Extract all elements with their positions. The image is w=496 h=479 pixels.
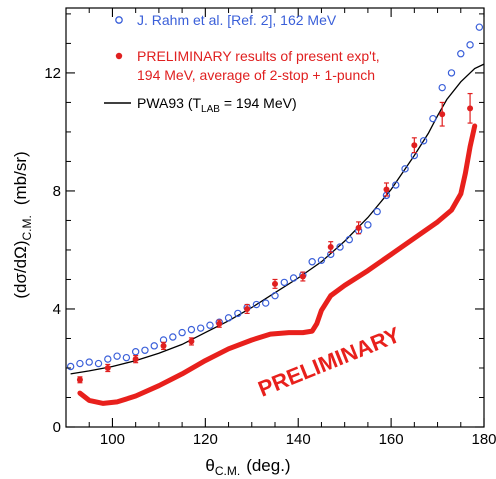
rahm-point [271,291,279,300]
legend-label-pwa93: PWA93 (TLAB = 194 MeV) [137,95,297,115]
rahm-point [457,50,465,58]
y-axis-subscript: C.M. [20,215,34,240]
rahm-point [419,137,428,145]
legend: J. Rahm et al. [Ref. 2], 162 MeV PRELIMI… [104,12,380,115]
rahm-point [234,309,242,318]
y-tick-label: 4 [53,301,61,318]
rahm-point [308,258,316,266]
y-tick-label: 12 [44,65,61,82]
rahm-point [345,235,354,244]
x-tick-label: 100 [100,431,125,448]
present-point [104,364,111,371]
rahm-point [141,346,149,354]
present-point [383,186,390,193]
rahm-point [131,348,140,356]
present-point [188,338,195,345]
ticks-layer: 100 120 140 160 180 0 4 8 12 [44,8,496,448]
present-point [327,244,334,251]
rahm-point [196,324,205,332]
present-point [439,111,446,118]
rahm-point [429,114,437,123]
x-axis-title: θC.M. (deg.) [205,456,290,478]
rahm-point [466,41,474,49]
y-axis-unit: (mb/sr) [11,151,30,205]
rahm-point [252,300,261,309]
y-tick-label: 0 [53,419,61,436]
rahm-point [76,359,84,368]
preliminary-annotation-curve-layer [77,123,478,406]
rahm-point [94,359,103,368]
rahm-point [113,352,121,360]
present-point [132,356,139,363]
series-layer [66,23,485,384]
rahm-point [66,362,75,371]
present-point [467,105,474,112]
rahm-point [447,69,456,77]
legend-marker-present [115,52,123,60]
present-point [160,342,167,349]
present-point [244,305,251,312]
legend-pwa93-post: = 194 MeV) [220,95,297,111]
legend-label-present-line1: PRELIMINARY results of present exp't, [137,48,380,64]
legend-marker-rahm [115,16,123,24]
rahm-point [392,181,400,189]
legend-label-rahm: J. Rahm et al. [Ref. 2], 162 MeV [137,12,337,28]
x-tick-label: 140 [286,431,311,448]
present-point [272,280,278,287]
rahm-point [280,278,288,287]
rahm-point [317,256,326,264]
y-axis-title: (dσ/dΩ)C.M. (mb/sr) [11,151,34,298]
x-axis-subscript: C.M. [215,464,240,478]
rahm-point [85,358,93,366]
present-point [76,376,83,383]
y-axis-main: (dσ/dΩ) [11,241,30,299]
x-tick-label: 160 [379,431,404,448]
legend-pwa93-pre: PWA93 (T [137,95,201,111]
rahm-point [169,333,177,341]
rahm-point [187,325,196,334]
x-tick-label: 120 [193,431,218,448]
y-tick-label: 8 [53,183,61,200]
rahm-point [122,353,131,362]
legend-pwa93-sub: LAB [201,104,220,115]
rahm-point [206,321,214,329]
x-axis-unit: (deg.) [246,456,290,475]
rahm-point [401,165,409,173]
rahm-point [262,299,270,307]
x-axis-symbol: θ [205,456,214,475]
preliminary-curve [77,123,478,406]
rahm-point [438,83,446,92]
rahm-point [364,221,372,229]
rahm-point [150,342,158,350]
rahm-point [178,328,186,337]
rahm-point [289,274,298,282]
present-point [299,273,306,280]
rahm-point [475,23,484,31]
legend-label-present-line2: 194 MeV, average of 2-stop + 1-punch [137,67,375,83]
present-point [411,142,418,149]
present-point [355,224,362,231]
x-tick-label: 180 [471,431,496,448]
rahm-point [104,355,112,363]
present-point [216,320,223,327]
rahm-point [224,314,233,322]
rahm-point [373,207,381,216]
rahm-point [336,243,344,251]
